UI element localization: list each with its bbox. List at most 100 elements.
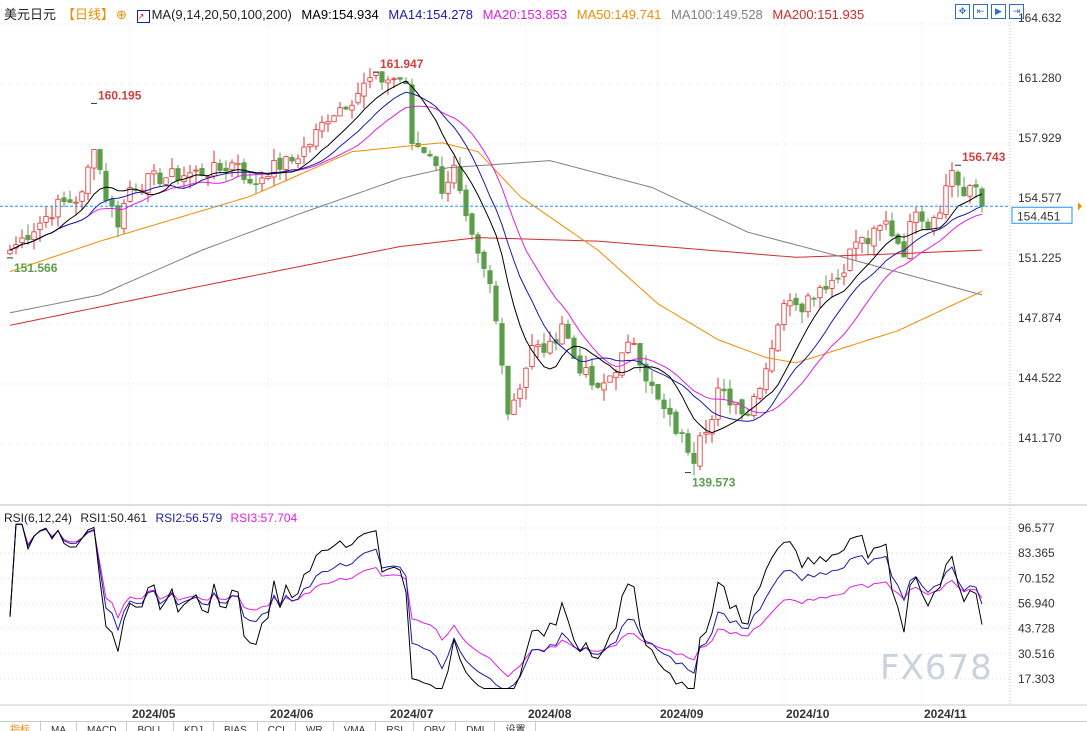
candle-up bbox=[853, 241, 859, 249]
tab-3[interactable]: BOLL bbox=[127, 722, 175, 731]
candle-down bbox=[727, 388, 733, 406]
ma-legend: 美元日元 【日线】 ⊕ ↗ MA(9,14,20,50,100,200) MA9:15… bbox=[4, 4, 870, 23]
candle-down bbox=[901, 241, 907, 258]
candle-down bbox=[217, 162, 223, 171]
candle-down bbox=[565, 323, 571, 339]
price-tick-label: 147.874 bbox=[1018, 311, 1062, 325]
candle-down bbox=[541, 343, 547, 353]
candle-down bbox=[889, 220, 895, 237]
tab-8[interactable]: VMA bbox=[334, 722, 377, 731]
extreme-label: 139.573 bbox=[692, 476, 736, 490]
candle-up bbox=[79, 191, 85, 202]
ma20-line bbox=[9, 105, 983, 414]
candle-up bbox=[943, 185, 949, 215]
candle-up bbox=[295, 158, 301, 164]
candle-down bbox=[721, 388, 727, 392]
candle-up bbox=[703, 431, 709, 435]
candle-up bbox=[373, 71, 379, 76]
crosshair-icon[interactable]: ⊕ bbox=[116, 7, 127, 22]
ma-label: MA(9,14,20,50,100,200) bbox=[151, 7, 292, 22]
goto-end-icon[interactable]: ⇥ bbox=[1009, 4, 1024, 19]
candle-up bbox=[859, 236, 865, 244]
candle-up bbox=[451, 164, 457, 184]
candle-up bbox=[529, 345, 535, 367]
extreme-label: 151.566 bbox=[14, 261, 58, 275]
candle-up bbox=[829, 279, 835, 289]
ma100-line bbox=[9, 160, 983, 314]
candle-up bbox=[871, 227, 877, 247]
candle-down bbox=[673, 411, 679, 434]
tab-0[interactable]: 指标 bbox=[0, 722, 41, 731]
candle-down bbox=[799, 303, 805, 313]
candle-up bbox=[325, 121, 331, 125]
candle-up bbox=[271, 160, 277, 178]
candle-up bbox=[511, 399, 517, 415]
rsi-tick-label: 83.365 bbox=[1018, 546, 1055, 560]
fit-range-icon[interactable]: ⇤ bbox=[973, 4, 988, 19]
tab-1[interactable]: MA bbox=[41, 722, 77, 731]
ma200-line bbox=[9, 237, 983, 326]
candle-up bbox=[769, 348, 775, 372]
candle-down bbox=[277, 157, 283, 170]
extreme-label: 160.195 bbox=[98, 88, 142, 102]
candle-down bbox=[457, 166, 463, 192]
candle-up bbox=[193, 169, 199, 172]
tab-2[interactable]: MACD bbox=[77, 722, 128, 731]
candle-up bbox=[145, 173, 151, 194]
candle-up bbox=[331, 115, 337, 123]
candle-down bbox=[595, 382, 601, 388]
tab-12[interactable]: 设置 bbox=[495, 722, 537, 731]
watermark: FX678 bbox=[880, 648, 993, 688]
price-tick-label: 141.170 bbox=[1018, 431, 1062, 445]
ma9-line bbox=[9, 80, 983, 434]
crosshair-tool-icon[interactable]: ✥ bbox=[955, 4, 970, 19]
tab-7[interactable]: WR bbox=[296, 722, 334, 731]
candle-down bbox=[571, 337, 577, 359]
tab-4[interactable]: KDJ bbox=[174, 722, 214, 731]
candle-up bbox=[517, 388, 523, 399]
candle-down bbox=[919, 211, 925, 222]
month-label: 2024/10 bbox=[786, 707, 830, 721]
candle-down bbox=[289, 157, 295, 162]
candle-down bbox=[199, 168, 205, 176]
candle-down bbox=[505, 365, 511, 415]
month-label: 2024/09 bbox=[660, 707, 704, 721]
ma14-value: MA14:154.278 bbox=[388, 7, 473, 22]
play-icon[interactable]: ▶ bbox=[991, 4, 1006, 19]
month-label: 2024/08 bbox=[528, 707, 572, 721]
candle-down bbox=[979, 188, 985, 207]
tab-9[interactable]: RSI bbox=[376, 722, 414, 731]
candle-down bbox=[343, 106, 349, 110]
tab-5[interactable]: BIAS bbox=[214, 722, 258, 731]
candle-up bbox=[385, 79, 391, 84]
candle-up bbox=[49, 217, 55, 220]
candle-up bbox=[73, 201, 79, 204]
tab-10[interactable]: OBV bbox=[414, 722, 457, 731]
current-price-marker bbox=[1078, 202, 1082, 211]
candle-up bbox=[91, 149, 97, 169]
candle-down bbox=[895, 234, 901, 244]
candle-down bbox=[493, 285, 499, 322]
candle-up bbox=[313, 129, 319, 147]
tab-6[interactable]: CCI bbox=[258, 722, 296, 731]
period-label[interactable]: 【日线】 bbox=[62, 7, 115, 22]
candle-down bbox=[973, 184, 979, 188]
candle-down bbox=[577, 355, 583, 374]
candle-down bbox=[961, 186, 967, 197]
candle-down bbox=[475, 234, 481, 254]
candle-down bbox=[25, 235, 31, 240]
candle-up bbox=[31, 231, 37, 240]
candle-down bbox=[175, 168, 181, 181]
candle-down bbox=[223, 167, 229, 172]
candle-up bbox=[967, 185, 973, 197]
candle-down bbox=[835, 277, 841, 280]
ma-indicator-icon[interactable]: ↗ bbox=[136, 10, 150, 23]
candle-down bbox=[667, 407, 673, 415]
candle-up bbox=[229, 162, 235, 171]
candle-down bbox=[487, 270, 493, 285]
tab-11[interactable]: DMI bbox=[456, 722, 496, 731]
candle-down bbox=[811, 297, 817, 300]
candle-up bbox=[877, 225, 883, 231]
current-price-box bbox=[1011, 206, 1073, 224]
